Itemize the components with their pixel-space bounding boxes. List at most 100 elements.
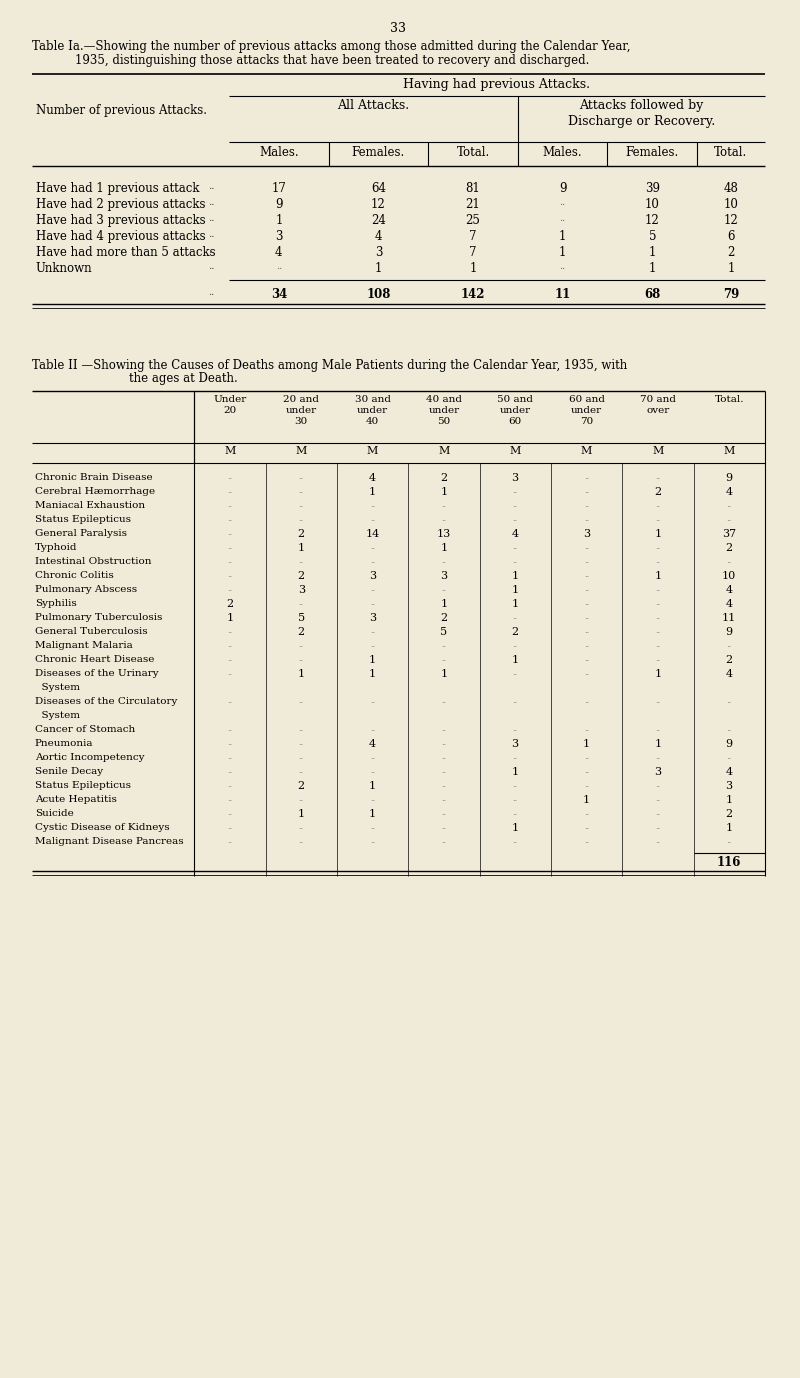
Text: Syphilis: Syphilis (35, 599, 77, 608)
Text: Typhoid: Typhoid (35, 543, 78, 553)
Text: ..: .. (584, 486, 589, 495)
Text: ..: .. (227, 795, 233, 803)
Text: the ages at Death.: the ages at Death. (130, 372, 238, 384)
Text: ..: .. (584, 752, 589, 761)
Text: 4: 4 (726, 486, 733, 497)
Text: 9: 9 (726, 627, 733, 637)
Text: M: M (367, 446, 378, 456)
Text: ..: .. (227, 655, 233, 663)
Text: ..: .. (370, 795, 375, 803)
Text: ..: .. (208, 198, 214, 207)
Text: ..: .. (370, 697, 375, 706)
Text: ..: .. (370, 543, 375, 551)
Text: ..: .. (584, 697, 589, 706)
Text: General Tuberculosis: General Tuberculosis (35, 627, 147, 637)
Text: 14: 14 (366, 529, 380, 539)
Text: ..: .. (276, 262, 282, 271)
Text: 10: 10 (723, 198, 738, 211)
Text: ..: .. (227, 473, 233, 481)
Text: 1: 1 (369, 781, 376, 791)
Text: Have had more than 5 attacks: Have had more than 5 attacks (36, 247, 215, 259)
Text: M: M (510, 446, 521, 456)
Text: ..: .. (584, 768, 589, 774)
Text: ..: .. (298, 486, 304, 495)
Text: Have had 3 previous attacks: Have had 3 previous attacks (36, 214, 206, 227)
Text: 1: 1 (298, 809, 305, 819)
Text: 12: 12 (371, 198, 386, 211)
Text: ..: .. (584, 781, 589, 790)
Text: 1: 1 (649, 262, 656, 276)
Text: 4: 4 (374, 230, 382, 243)
Text: ..: .. (726, 502, 732, 508)
Text: Table II —Showing the Causes of Deaths among Male Patients during the Calendar Y: Table II —Showing the Causes of Deaths a… (32, 360, 627, 372)
Text: 116: 116 (717, 856, 742, 870)
Text: 10: 10 (645, 198, 660, 211)
Text: 4: 4 (726, 586, 733, 595)
Text: ..: .. (227, 627, 233, 635)
Text: 7: 7 (470, 247, 477, 259)
Text: ..: .. (559, 262, 566, 271)
Text: 20 and
under
30: 20 and under 30 (283, 395, 319, 426)
Text: ..: .. (513, 725, 518, 733)
Text: ..: .. (227, 781, 233, 790)
Text: ..: .. (442, 739, 446, 747)
Text: ..: .. (584, 641, 589, 649)
Text: 1935, distinguishing those attacks that have been treated to recovery and discha: 1935, distinguishing those attacks that … (74, 54, 589, 68)
Text: 1: 1 (440, 543, 447, 553)
Text: ..: .. (227, 557, 233, 565)
Text: 4: 4 (369, 739, 376, 750)
Text: M: M (723, 446, 735, 456)
Text: Malignant Malaria: Malignant Malaria (35, 641, 133, 650)
Text: ..: .. (370, 725, 375, 733)
Text: Pulmonary Abscess: Pulmonary Abscess (35, 586, 137, 594)
Text: ..: .. (370, 768, 375, 774)
Text: 24: 24 (371, 214, 386, 227)
Text: 12: 12 (645, 214, 660, 227)
Text: ..: .. (298, 515, 304, 524)
Text: 3: 3 (369, 570, 376, 582)
Text: 40 and
under
50: 40 and under 50 (426, 395, 462, 426)
Text: Intestinal Obstruction: Intestinal Obstruction (35, 557, 151, 566)
Text: 1: 1 (298, 668, 305, 679)
Text: ..: .. (584, 668, 589, 677)
Text: ..: .. (370, 515, 375, 524)
Text: 1: 1 (512, 599, 518, 609)
Text: 4: 4 (369, 473, 376, 484)
Text: 25: 25 (466, 214, 481, 227)
Text: 68: 68 (644, 288, 661, 300)
Text: 12: 12 (723, 214, 738, 227)
Text: 2: 2 (440, 613, 447, 623)
Text: 4: 4 (726, 768, 733, 777)
Text: ..: .. (298, 823, 304, 831)
Text: 33: 33 (390, 22, 406, 34)
Text: Total.: Total. (714, 395, 744, 404)
Text: 50 and
under
60: 50 and under 60 (497, 395, 533, 426)
Text: ..: .. (227, 641, 233, 649)
Text: M: M (295, 446, 307, 456)
Text: ..: .. (584, 599, 589, 606)
Text: ..: .. (442, 823, 446, 831)
Text: 2: 2 (726, 809, 733, 819)
Text: Chronic Colitis: Chronic Colitis (35, 570, 114, 580)
Text: ..: .. (227, 725, 233, 733)
Text: 79: 79 (723, 288, 739, 300)
Text: ..: .. (370, 586, 375, 593)
Text: ..: .. (513, 515, 518, 524)
Text: ..: .. (298, 557, 304, 565)
Text: ..: .. (298, 752, 304, 761)
Text: 1: 1 (369, 809, 376, 819)
Text: 9: 9 (559, 182, 566, 196)
Text: ..: .. (584, 473, 589, 481)
Text: 2: 2 (226, 599, 234, 609)
Text: 2: 2 (298, 781, 305, 791)
Text: 17: 17 (271, 182, 286, 196)
Text: M: M (652, 446, 663, 456)
Text: 9: 9 (275, 198, 282, 211)
Text: 3: 3 (512, 473, 518, 484)
Text: ..: .. (584, 570, 589, 579)
Text: 1: 1 (654, 668, 662, 679)
Text: ..: .. (442, 515, 446, 524)
Text: 108: 108 (366, 288, 390, 300)
Text: 70 and
over: 70 and over (640, 395, 676, 415)
Text: 48: 48 (723, 182, 738, 196)
